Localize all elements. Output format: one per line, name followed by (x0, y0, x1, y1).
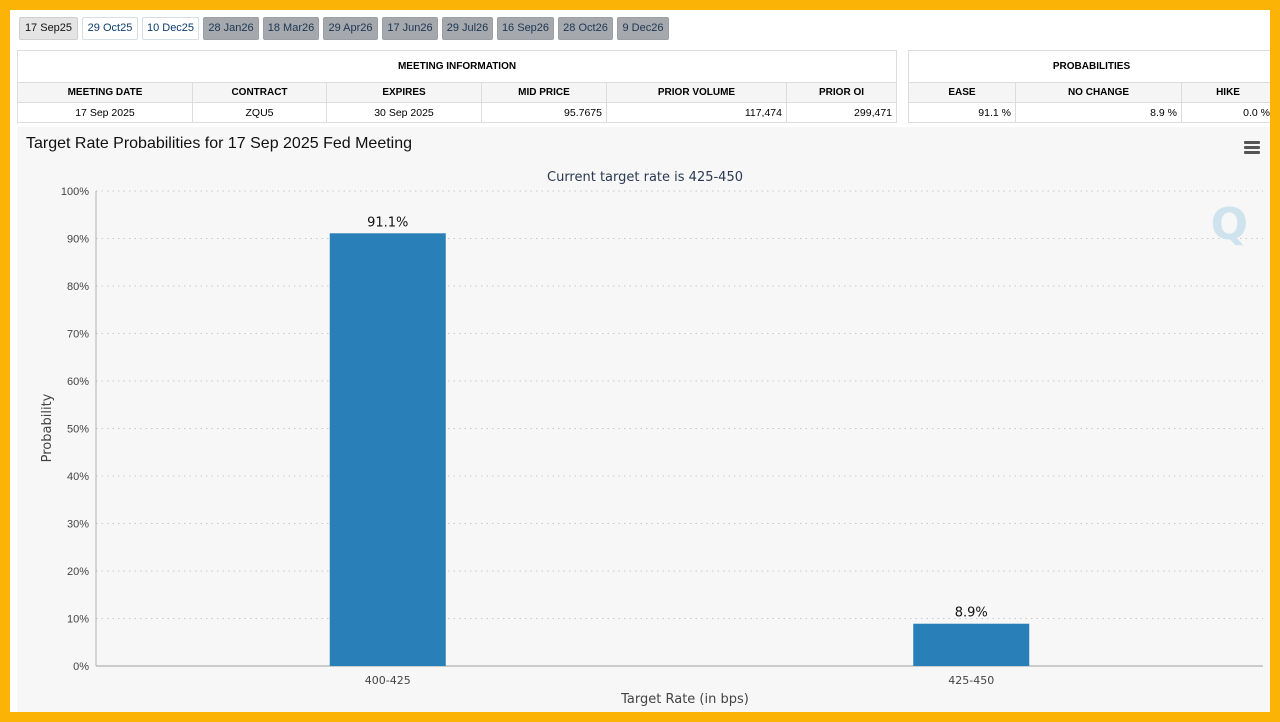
tab-meeting-9[interactable]: 28 Oct26 (558, 17, 613, 40)
chart-title: Target Rate Probabilities for 17 Sep 202… (26, 135, 413, 152)
probability-bar-chart: 0% 10% 20% 30% 40% 50% 60% 70% 80% 90% 100% 91.1% 40… (40, 170, 1263, 707)
tab-meeting-4[interactable]: 18 Mar26 (263, 17, 319, 40)
y-tick-label: 60% (67, 376, 89, 388)
chart-menu-icon[interactable] (1244, 141, 1260, 155)
bar-400-425[interactable] (329, 233, 446, 666)
col-prior-volume: PRIOR VOLUME (606, 82, 787, 103)
y-tick-label: 100% (61, 186, 89, 198)
col-contract: CONTRACT (192, 82, 327, 103)
app-frame: 17 Sep25 29 Oct25 10 Dec25 28 Jan26 18 Mar26… (10, 10, 1270, 712)
probabilities-table: PROBABILITIES EASE NO CHANGE HIKE 91.1 %… (907, 50, 1270, 123)
tab-meeting-2[interactable]: 10 Dec25 (142, 17, 199, 40)
cell-expires: 30 Sep 2025 (326, 102, 482, 123)
cell-no-change: 8.9 % (1015, 102, 1182, 123)
meeting-info-title: MEETING INFORMATION (16, 50, 898, 83)
col-no-change: NO CHANGE (1015, 82, 1182, 103)
y-tick-label: 0% (73, 661, 89, 673)
cell-meeting-date: 17 Sep 2025 (17, 102, 193, 123)
y-tick-label: 70% (67, 329, 89, 341)
cell-mid-price: 95.7675 (481, 102, 607, 123)
tab-meeting-5[interactable]: 29 Apr26 (323, 17, 378, 40)
y-tick-label: 90% (67, 234, 89, 246)
chart-subtitle: Current target rate is 425-450 (547, 170, 743, 185)
cell-prior-volume: 117,474 (606, 102, 787, 123)
cell-contract: ZQU5 (192, 102, 327, 123)
col-ease: EASE (908, 82, 1016, 103)
table-row: 17 Sep 2025 ZQU5 30 Sep 2025 95.7675 117… (17, 102, 898, 123)
y-tick-label: 20% (67, 566, 89, 578)
tab-meeting-1[interactable]: 29 Oct25 (82, 17, 138, 40)
y-tick-label: 80% (67, 281, 89, 293)
col-hike: HIKE (1180, 82, 1270, 103)
col-meeting-date: MEETING DATE (17, 82, 193, 103)
bar-425-450[interactable] (913, 623, 1030, 666)
x-tick-label: 425-450 (948, 674, 994, 687)
meeting-info-table: MEETING INFORMATION MEETING DATE CONTRAC… (16, 50, 898, 123)
data-label: 91.1% (367, 215, 408, 230)
x-axis-title: Target Rate (in bps) (620, 692, 749, 707)
y-tick-label: 40% (67, 471, 89, 483)
y-tick-label: 50% (67, 424, 89, 436)
y-tick-label: 10% (67, 614, 89, 626)
tab-meeting-6[interactable]: 17 Jun26 (382, 17, 438, 40)
tab-meeting-10[interactable]: 9 Dec26 (617, 17, 669, 40)
tab-meeting-8[interactable]: 16 Sep26 (497, 17, 554, 40)
chart-panel: 0% 10% 20% 30% 40% 50% 60% 70% 80% 90% 100% 91.1% 40… (17, 127, 1270, 712)
x-tick-label: 400-425 (365, 674, 411, 687)
col-expires: EXPIRES (326, 82, 482, 103)
tab-meeting-7[interactable]: 29 Jul26 (442, 17, 493, 40)
y-tick-label: 30% (67, 519, 89, 531)
cell-hike: 0.0 % (1180, 102, 1270, 123)
tab-meeting-3[interactable]: 28 Jan26 (203, 17, 259, 40)
tab-meeting-0[interactable]: 17 Sep25 (19, 17, 78, 40)
cell-prior-oi: 299,471 (785, 102, 898, 123)
col-mid-price: MID PRICE (481, 82, 607, 103)
probabilities-title: PROBABILITIES (907, 50, 1270, 83)
cell-ease: 91.1 % (908, 102, 1016, 123)
data-label: 8.9% (955, 606, 988, 621)
logo-watermark: Q (1210, 199, 1248, 250)
y-axis-title: Probability (40, 393, 55, 462)
col-prior-oi: PRIOR OI (785, 82, 898, 103)
table-row: 91.1 % 8.9 % 0.0 % (908, 102, 1270, 123)
